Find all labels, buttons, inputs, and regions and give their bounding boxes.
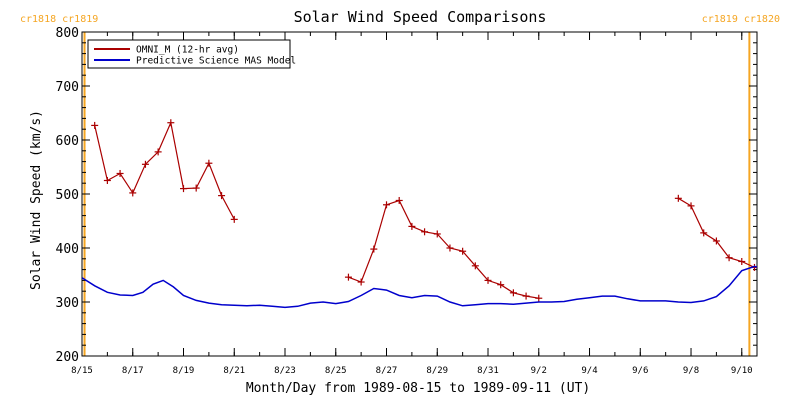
carrington-label: cr1818 cr1819 xyxy=(20,14,98,25)
omni-point xyxy=(205,159,213,167)
y-tick-label: 500 xyxy=(56,188,79,203)
omni-point xyxy=(192,184,200,192)
omni-point xyxy=(471,262,479,270)
omni-point xyxy=(91,121,99,129)
omni-point xyxy=(344,273,352,281)
omni-point xyxy=(167,119,175,127)
y-tick-label: 600 xyxy=(56,134,79,149)
omni-point xyxy=(725,254,733,262)
y-tick-label: 400 xyxy=(56,242,79,257)
omni-point xyxy=(395,196,403,204)
x-tick-label: 9/6 xyxy=(632,366,648,376)
x-tick-label: 8/25 xyxy=(325,366,347,376)
omni-point xyxy=(484,276,492,284)
omni-point xyxy=(421,228,429,236)
x-tick-label: 8/19 xyxy=(173,366,195,376)
omni-point xyxy=(154,148,162,156)
plot-frame xyxy=(81,31,758,357)
x-tick-label: 9/10 xyxy=(731,366,753,376)
carrington-label: cr1819 cr1820 xyxy=(702,14,780,25)
omni-point xyxy=(459,247,467,255)
x-tick-label: 8/31 xyxy=(477,366,499,376)
omni-point xyxy=(116,169,124,177)
legend-box xyxy=(87,39,291,69)
omni-point xyxy=(383,201,391,209)
omni-point xyxy=(141,160,149,168)
x-tick-label: 8/29 xyxy=(426,366,448,376)
omni-point xyxy=(674,194,682,202)
legend: OMNI_M (12-hr avg)Predictive Science MAS… xyxy=(87,39,296,69)
x-axis-label: Month/Day from 1989-08-15 to 1989-09-11 … xyxy=(246,381,590,396)
omni-point xyxy=(522,292,530,300)
omni-series-line xyxy=(94,120,235,220)
y-tick-label: 300 xyxy=(56,296,79,311)
x-tick-label: 8/21 xyxy=(223,366,245,376)
x-tick-label: 9/4 xyxy=(581,366,597,376)
omni-point xyxy=(497,281,505,289)
omni-point xyxy=(180,185,188,193)
omni-point xyxy=(357,278,365,286)
x-tick-label: 9/8 xyxy=(683,366,699,376)
x-tick-label: 9/2 xyxy=(531,366,547,376)
omni-point xyxy=(700,229,708,237)
omni-point xyxy=(738,258,746,265)
y-tick-label: 800 xyxy=(56,26,79,41)
omni-series-line xyxy=(677,197,757,269)
x-tick-label: 8/17 xyxy=(122,366,144,376)
x-tick-label: 8/15 xyxy=(71,366,93,376)
y-axis-label: Solar Wind Speed (km/s) xyxy=(29,110,44,290)
omni-point xyxy=(218,192,226,200)
chart-title: Solar Wind Speed Comparisons xyxy=(294,8,547,26)
omni-point xyxy=(535,294,543,302)
legend-label: Predictive Science MAS Model xyxy=(136,56,296,67)
omni-point xyxy=(687,202,695,210)
omni-point xyxy=(433,230,441,238)
y-tick-label: 200 xyxy=(56,350,79,365)
omni-point xyxy=(764,260,771,267)
y-tick-label: 700 xyxy=(56,80,79,95)
omni-point xyxy=(129,189,137,197)
axes: 200 300 400 500 600 700 800 8/15 8/17 8/19 8/21 8/2… xyxy=(56,26,758,376)
x-tick-label: 8/23 xyxy=(274,366,296,376)
legend-label: OMNI_M (12-hr avg) xyxy=(136,45,239,56)
omni-point xyxy=(712,237,720,245)
omni-point xyxy=(370,245,378,253)
omni-point xyxy=(230,215,238,223)
omni-point xyxy=(408,222,416,230)
mas-model-series-line xyxy=(82,265,757,309)
omni-point xyxy=(446,244,454,252)
series-lines xyxy=(82,119,771,309)
omni-point xyxy=(509,289,517,297)
omni-point xyxy=(103,177,111,184)
omni-series-line xyxy=(348,199,539,299)
x-tick-label: 8/27 xyxy=(376,366,398,376)
